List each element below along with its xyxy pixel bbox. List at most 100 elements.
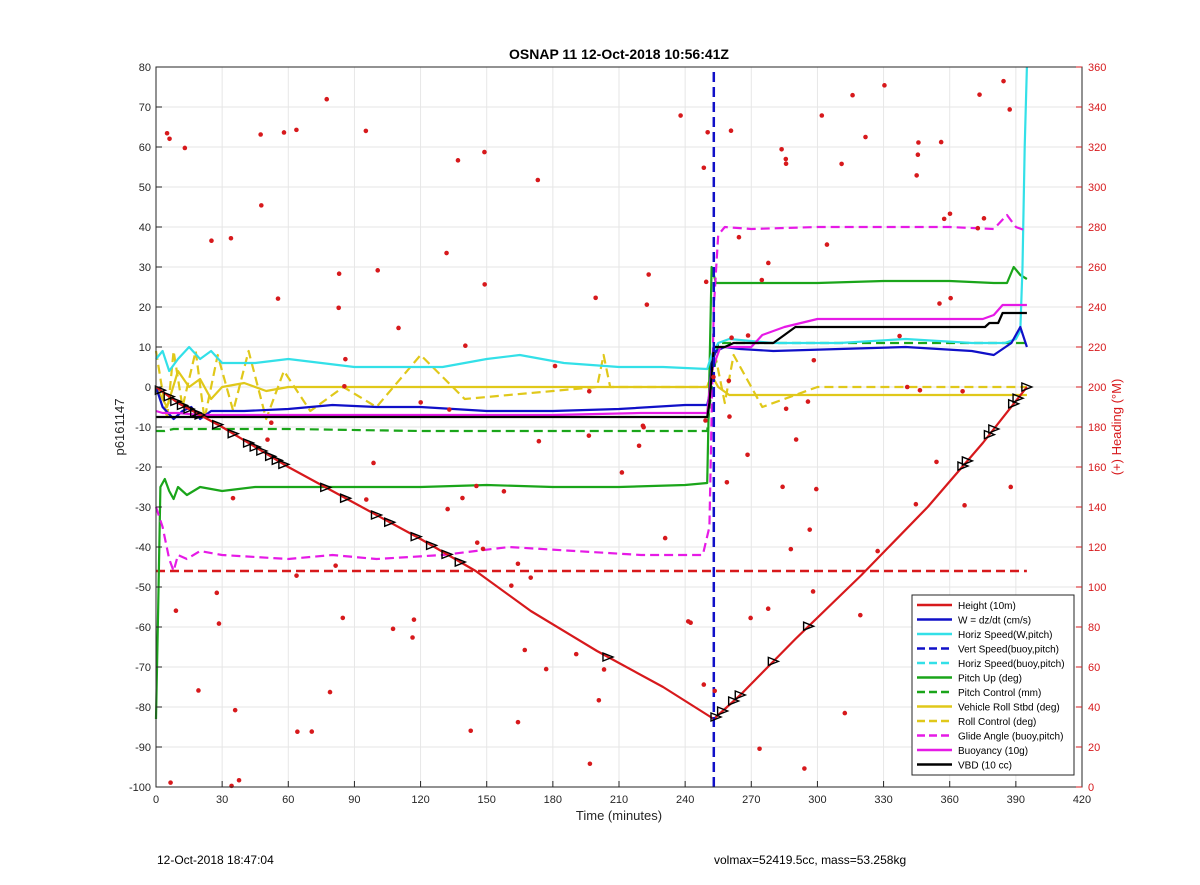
- heading-point: [947, 211, 953, 217]
- height-marker: [271, 455, 285, 466]
- y-tick-label: -60: [135, 622, 151, 634]
- heading-point: [937, 301, 942, 306]
- y-tick-label: -30: [135, 502, 151, 514]
- x-axis-label: Time (minutes): [576, 808, 662, 823]
- x-tick-label: 30: [216, 794, 228, 806]
- heading-point: [460, 495, 465, 501]
- heading-point: [917, 387, 923, 393]
- heading-point: [701, 682, 707, 687]
- y-tick-label: -50: [135, 582, 151, 594]
- legend-label: Horiz Speed(W,pitch): [958, 630, 1052, 641]
- height-marker: [716, 705, 730, 717]
- series-line-11: [156, 311, 1027, 419]
- heading-point: [745, 333, 751, 338]
- heading-point: [375, 268, 381, 273]
- heading-point: [850, 92, 855, 98]
- y2-axis-label: (+) Heading (°M): [1109, 379, 1124, 476]
- heading-point: [941, 216, 947, 222]
- heading-point: [724, 479, 730, 485]
- legend-label: Vehicle Roll Stbd (deg): [958, 703, 1060, 714]
- heading-point: [463, 343, 468, 349]
- x-tick-label: 180: [544, 794, 562, 806]
- heading-point: [593, 295, 598, 301]
- heading-point: [807, 527, 813, 532]
- heading-point: [727, 414, 732, 419]
- heading-point: [1008, 484, 1014, 490]
- heading-point: [948, 295, 953, 301]
- height-marker: [802, 621, 816, 632]
- heading-point: [275, 296, 281, 301]
- legend-label: Glide Angle (buoy,pitch): [958, 732, 1063, 743]
- heading-point: [363, 497, 369, 502]
- y2-tick-label: 180: [1088, 422, 1106, 434]
- y2-tick-label: 360: [1088, 62, 1106, 74]
- height-marker: [227, 428, 241, 439]
- heading-point: [363, 128, 369, 134]
- y2-tick-label: 220: [1088, 342, 1106, 354]
- height-marker: [339, 493, 353, 504]
- heading-point: [745, 452, 750, 458]
- chart-title: OSNAP 11 12-Oct-2018 10:56:41Z: [509, 46, 729, 62]
- y2-tick-label: 40: [1088, 702, 1100, 714]
- heading-point: [701, 165, 707, 171]
- heading-point: [712, 688, 718, 694]
- y2-tick-label: 140: [1088, 502, 1106, 514]
- heading-point: [783, 161, 789, 167]
- legend-label: Vert Speed(buoy,pitch): [958, 645, 1059, 656]
- y2-tick-label: 200: [1088, 382, 1106, 394]
- heading-point: [265, 437, 270, 442]
- height-marker: [264, 451, 278, 462]
- heading-point: [536, 438, 542, 444]
- y-tick-label: -80: [135, 702, 151, 714]
- heading-point: [509, 583, 514, 588]
- heading-point: [711, 374, 716, 380]
- height-marker: [384, 517, 397, 528]
- heading-point: [662, 535, 668, 541]
- x-tick-label: 210: [610, 794, 628, 806]
- y2-tick-label: 320: [1088, 142, 1106, 154]
- x-tick-label: 300: [808, 794, 826, 806]
- heading-point: [552, 363, 558, 369]
- y-tick-label: -40: [135, 542, 151, 554]
- heading-point: [875, 548, 880, 554]
- heading-point: [736, 234, 742, 240]
- heading-point: [232, 707, 238, 713]
- heading-point: [586, 433, 592, 438]
- heading-point: [882, 83, 887, 88]
- y-axis-label: p6161147: [112, 399, 127, 456]
- heading-point: [535, 177, 541, 183]
- height-marker: [249, 441, 263, 453]
- heading-point: [938, 139, 944, 145]
- heading-point: [839, 161, 844, 167]
- heading-point: [336, 305, 341, 311]
- heading-point: [482, 282, 487, 287]
- height-marker: [441, 549, 454, 560]
- heading-point: [342, 383, 347, 389]
- heading-point: [214, 590, 220, 596]
- heading-point: [258, 132, 263, 137]
- heading-point: [216, 621, 222, 626]
- heading-point: [447, 407, 452, 412]
- height-marker: [256, 445, 269, 457]
- x-tick-label: 270: [742, 794, 760, 806]
- heading-point: [294, 127, 299, 133]
- x-tick-label: 0: [153, 794, 159, 806]
- heading-point: [515, 719, 521, 725]
- heading-point: [757, 746, 762, 752]
- heading-point: [914, 173, 919, 178]
- heading-point: [748, 615, 753, 621]
- heading-point: [340, 615, 346, 621]
- height-marker: [602, 651, 615, 663]
- height-marker: [320, 482, 333, 493]
- heading-point: [813, 486, 819, 492]
- heading-point: [904, 384, 910, 390]
- heading-point: [309, 729, 315, 734]
- heading-point: [343, 356, 348, 362]
- height-marker: [961, 455, 975, 466]
- heading-point: [228, 235, 234, 241]
- heading-point: [587, 761, 593, 767]
- heading-point: [268, 420, 274, 426]
- height-marker: [767, 656, 781, 667]
- heading-point: [586, 388, 592, 394]
